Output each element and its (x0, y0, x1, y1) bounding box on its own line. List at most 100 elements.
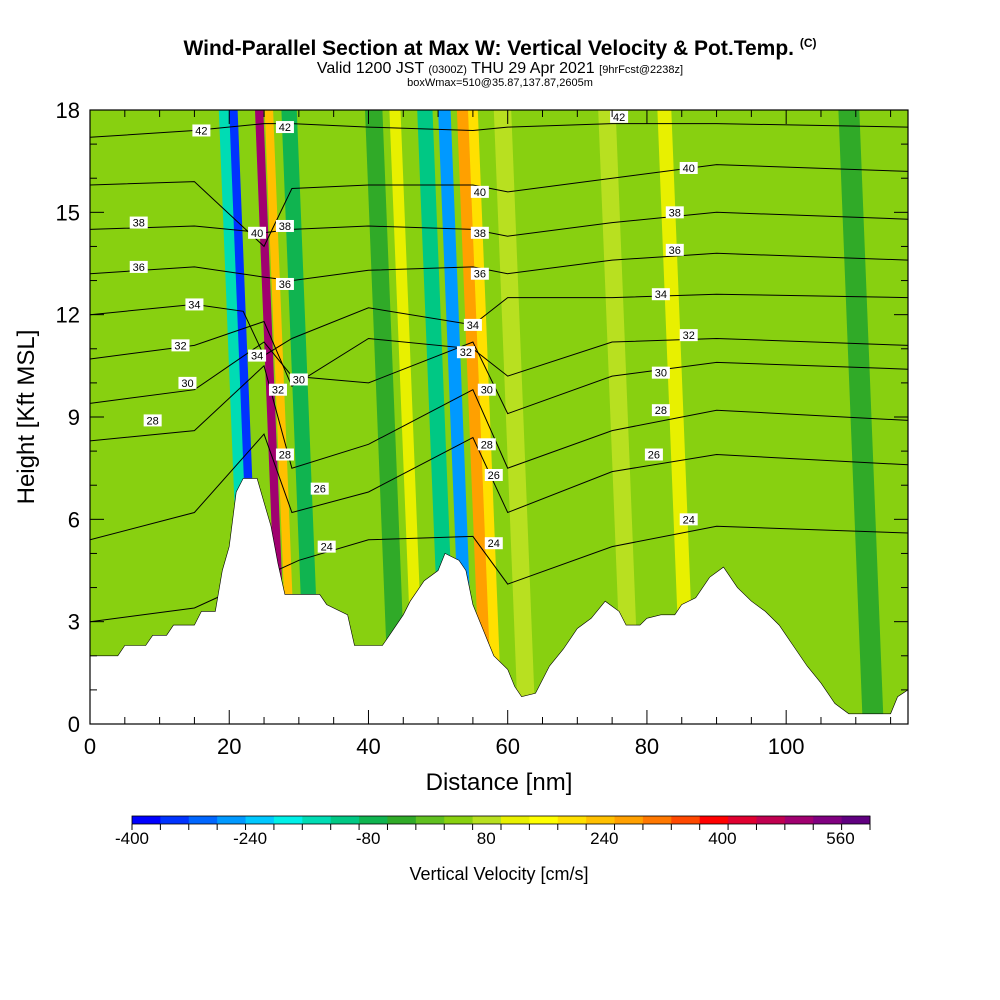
velocity-band-13 (598, 110, 640, 724)
x-tick-label: 80 (635, 734, 659, 759)
colorbar-tick-label: -240 (233, 829, 267, 848)
contour-label-bg (484, 537, 503, 550)
contour-label-26: 26 (314, 484, 326, 496)
colorbar-swatch (784, 816, 814, 824)
contour-label-38: 38 (474, 228, 486, 240)
contour-label-bg (470, 267, 489, 280)
colorbar-swatch (160, 816, 190, 824)
theta-contour-42 (90, 123, 908, 138)
contour-label-28: 28 (655, 405, 667, 417)
contour-label-bg (248, 226, 267, 239)
colorbar-swatch (841, 816, 871, 824)
colorbar-swatch (586, 816, 616, 824)
contour-label-28: 28 (279, 450, 291, 462)
contour-label-bg (610, 110, 629, 123)
y-tick-label: 12 (56, 303, 80, 328)
contour-label-bg (651, 288, 670, 301)
colorbar-swatch (501, 816, 530, 824)
colorbar-tick-label: 560 (826, 829, 854, 848)
x-tick-label: 100 (768, 734, 805, 759)
colorbar-tick-label: 80 (477, 829, 496, 848)
colorbar-swatch (387, 816, 417, 824)
colorbar-swatch (245, 816, 275, 824)
contour-label-bg (129, 216, 148, 229)
contour-label-bg (456, 346, 475, 359)
colorbar-swatch (273, 816, 303, 824)
contour-label-bg (275, 121, 294, 134)
velocity-band-15 (838, 110, 884, 724)
colorbar-swatch (671, 816, 701, 824)
colorbar-swatch (359, 816, 388, 824)
contour-label-bg (317, 540, 336, 553)
contour-label-bg (143, 414, 162, 427)
contour-label-36: 36 (133, 262, 145, 274)
colorbar-tick-label: 400 (708, 829, 736, 848)
contour-label-38: 38 (279, 221, 291, 233)
x-axis-label: Distance [nm] (426, 769, 573, 796)
velocity-band-6 (365, 110, 407, 724)
contour-label-bg (275, 277, 294, 290)
velocity-band-7 (389, 110, 425, 724)
contour-label-bg (185, 298, 204, 311)
contour-label-bg (477, 383, 496, 396)
y-tick-label: 3 (68, 610, 80, 635)
theta-contour-26 (90, 433, 908, 541)
contour-label-bg (679, 513, 698, 526)
contour-label-bg (679, 161, 698, 174)
colorbar-tick-label: 240 (590, 829, 618, 848)
theta-contour-28 (90, 364, 908, 469)
colorbar-tick-label: -80 (356, 829, 381, 848)
x-tick-label: 60 (495, 734, 519, 759)
theta-contour-38 (90, 211, 908, 237)
contour-label-bg (463, 318, 482, 331)
contour-label-bg (268, 383, 287, 396)
contour-label-42: 42 (279, 122, 291, 134)
colorbar-swatch (557, 816, 587, 824)
contour-label-24: 24 (488, 538, 500, 550)
contour-label-36: 36 (474, 269, 486, 281)
box-info: boxWmax=510@35.87,137.87,2605m (407, 77, 593, 89)
contour-label-38: 38 (133, 218, 145, 230)
contour-label-32: 32 (460, 347, 472, 359)
contour-label-30: 30 (293, 374, 305, 386)
contour-label-26: 26 (648, 450, 660, 462)
contour-label-34: 34 (188, 299, 200, 311)
contour-label-bg (644, 448, 663, 461)
contour-label-bg (651, 404, 670, 417)
contour-label-bg (310, 482, 329, 495)
contour-label-bg (275, 448, 294, 461)
contour-label-36: 36 (279, 279, 291, 291)
contour-label-26: 26 (488, 470, 500, 482)
contour-label-bg (651, 366, 670, 379)
contour-label-40: 40 (683, 163, 695, 175)
contour-label-bg (129, 260, 148, 273)
colorbar-swatch (132, 816, 161, 824)
contour-label-34: 34 (251, 351, 263, 363)
contour-label-bg (178, 376, 197, 389)
theta-contour-34 (90, 293, 908, 357)
theta-contour-32 (90, 320, 908, 388)
velocity-band-4 (264, 110, 298, 724)
velocity-band-12 (493, 110, 536, 724)
contour-label-bg (275, 219, 294, 232)
colorbar-swatch (529, 816, 559, 824)
theta-contour-40 (90, 164, 908, 248)
contour-label-bg (477, 438, 496, 451)
colorbar-swatch (813, 816, 843, 824)
contour-label-34: 34 (467, 320, 479, 332)
contour-label-bg (171, 339, 190, 352)
y-tick-label: 18 (56, 98, 80, 123)
contour-label-bg (665, 206, 684, 219)
colorbar-swatch (642, 816, 672, 824)
y-tick-label: 9 (68, 405, 80, 430)
contour-label-30: 30 (181, 378, 193, 390)
colorbar-swatch (756, 816, 786, 824)
y-axis-label: Height [Kft MSL] (13, 330, 40, 505)
contour-label-24: 24 (321, 542, 333, 554)
contour-label-42: 42 (195, 125, 207, 137)
colorbar-swatch (728, 816, 757, 824)
contour-label-bg (484, 468, 503, 481)
contour-label-28: 28 (481, 439, 493, 451)
chart-subtitle: Valid 1200 JST (0300Z) THU 29 Apr 2021 [… (316, 60, 684, 77)
